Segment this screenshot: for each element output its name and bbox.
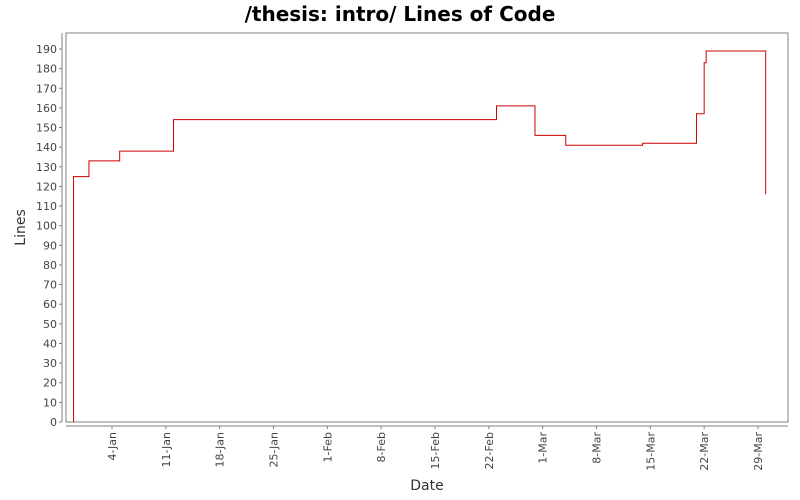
y-tick-label: 50 bbox=[43, 318, 57, 331]
y-tick-label: 180 bbox=[36, 63, 57, 76]
series-line-lines bbox=[73, 50, 767, 422]
y-tick-label: 100 bbox=[36, 220, 57, 233]
x-tick-label: 29-Mar bbox=[752, 432, 765, 471]
x-tick-label: 18-Jan bbox=[214, 432, 227, 468]
chart-title: /thesis: intro/ Lines of Code bbox=[244, 2, 556, 26]
x-tick-label: 4-Jan bbox=[106, 432, 119, 461]
y-tick-label: 0 bbox=[50, 416, 57, 429]
x-axis-label: Date bbox=[410, 478, 443, 494]
y-tick-label: 10 bbox=[43, 396, 57, 409]
x-tick-label: 1-Mar bbox=[537, 432, 550, 464]
y-tick-label: 110 bbox=[36, 200, 57, 213]
x-tick-label: 8-Mar bbox=[591, 432, 604, 464]
y-tick-label: 80 bbox=[43, 259, 57, 272]
x-tick-label: 1-Feb bbox=[321, 432, 334, 462]
x-tick-label: 15-Mar bbox=[644, 432, 657, 471]
y-tick-label: 20 bbox=[43, 377, 57, 390]
y-tick-label: 190 bbox=[36, 43, 57, 56]
x-tick-label: 15-Feb bbox=[429, 432, 442, 469]
y-tick-label: 40 bbox=[43, 337, 57, 350]
x-tick-label: 25-Jan bbox=[268, 432, 281, 468]
plot-area bbox=[65, 32, 789, 423]
x-tick-label: 22-Feb bbox=[483, 432, 496, 469]
y-axis-label: Lines bbox=[13, 209, 29, 245]
y-tick-label: 120 bbox=[36, 180, 57, 193]
y-tick-label: 130 bbox=[36, 161, 57, 174]
y-tick-label: 70 bbox=[43, 279, 57, 292]
x-tick-label: 8-Feb bbox=[375, 432, 388, 462]
y-tick-label: 150 bbox=[36, 122, 57, 135]
y-tick-label: 140 bbox=[36, 141, 57, 154]
y-tick-label: 90 bbox=[43, 239, 57, 252]
x-tick-label: 22-Mar bbox=[698, 432, 711, 471]
x-tick-label: 11-Jan bbox=[160, 432, 173, 468]
y-tick-label: 60 bbox=[43, 298, 57, 311]
y-tick-label: 160 bbox=[36, 102, 57, 115]
y-tick-label: 30 bbox=[43, 357, 57, 370]
y-tick-label: 170 bbox=[36, 82, 57, 95]
